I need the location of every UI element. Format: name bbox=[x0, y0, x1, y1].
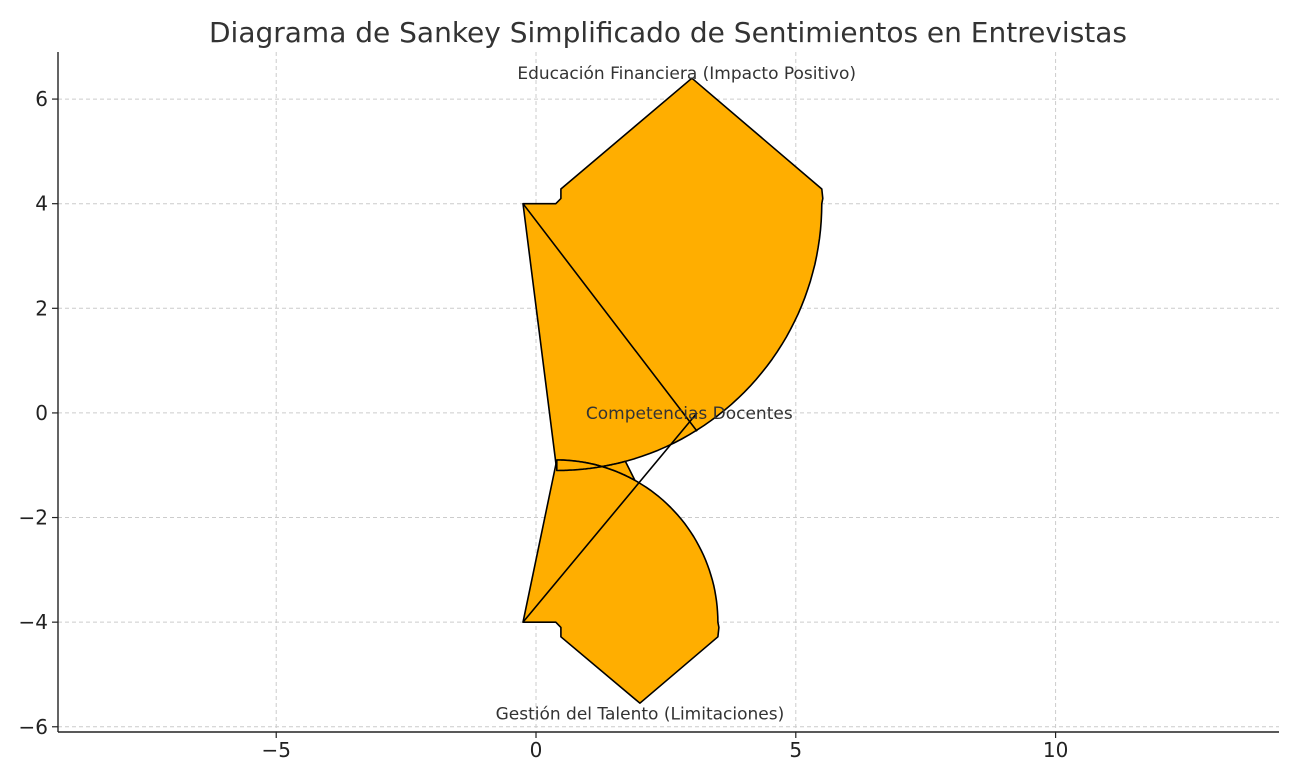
flow-label: Educación Financiera (Impacto Positivo) bbox=[517, 64, 856, 84]
y-tick-label: −6 bbox=[19, 715, 48, 739]
x-tick-label: 10 bbox=[1043, 738, 1068, 762]
y-tick-label: 2 bbox=[35, 296, 48, 320]
flow-edge-lower bbox=[522, 412, 698, 623]
flow-positive bbox=[522, 77, 824, 472]
chart-title: Diagrama de Sankey Simplificado de Senti… bbox=[209, 16, 1127, 49]
flow-edge-upper bbox=[522, 203, 698, 432]
x-tick-label: −5 bbox=[261, 738, 290, 762]
y-tick-label: −2 bbox=[19, 506, 48, 530]
x-tick-label: 5 bbox=[789, 738, 802, 762]
flow-label: Competencias Docentes bbox=[586, 404, 793, 424]
x-tick-label: 0 bbox=[530, 738, 543, 762]
axes bbox=[52, 52, 1279, 738]
flow-labels: Educación Financiera (Impacto Positivo) C… bbox=[496, 64, 856, 725]
tick-labels: −5 0 5 10 −6 −4 −2 0 2 4 6 bbox=[19, 87, 1069, 762]
sankey-flows bbox=[522, 77, 824, 704]
y-tick-label: 0 bbox=[35, 401, 48, 425]
y-tick-label: −4 bbox=[19, 610, 48, 634]
flow-limitations bbox=[522, 459, 720, 704]
y-tick-label: 6 bbox=[35, 87, 48, 111]
y-tick-label: 4 bbox=[35, 192, 48, 216]
flow-competencias bbox=[556, 459, 636, 482]
flow-label: Gestión del Talento (Limitaciones) bbox=[496, 705, 785, 725]
